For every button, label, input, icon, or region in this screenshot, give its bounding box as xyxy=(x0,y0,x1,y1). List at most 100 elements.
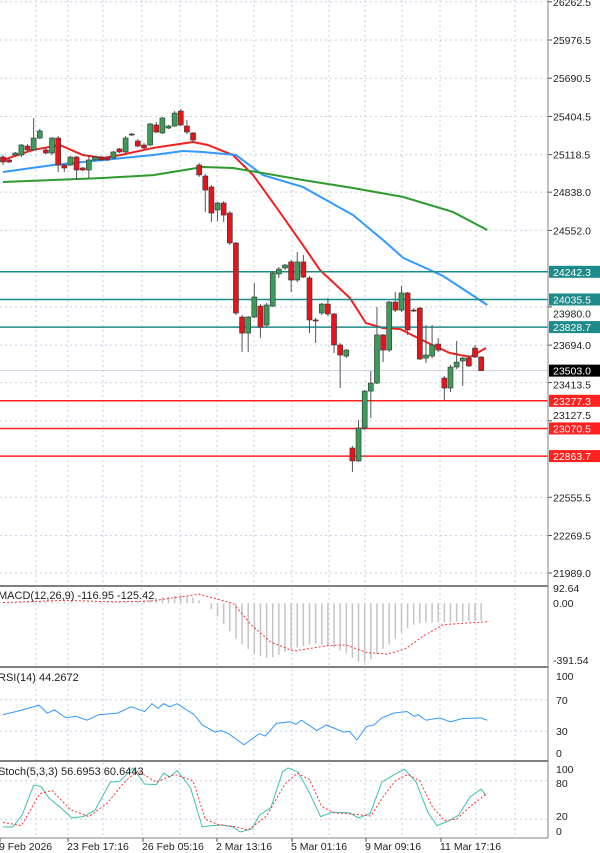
stochastic-tick-label: 20 xyxy=(556,811,568,823)
price-level-tag-label: 23277.3 xyxy=(553,396,591,408)
bearish-candle xyxy=(0,156,6,163)
bullish-candle xyxy=(386,301,392,351)
rsi-label: RSI(14) 44.2672 xyxy=(0,672,79,684)
price-tick-label: 25118.5 xyxy=(553,150,590,162)
rsi-tick-label: 70 xyxy=(556,695,568,707)
bullish-candle xyxy=(128,133,135,136)
price-tick-label: 25976.5 xyxy=(553,35,591,47)
bearish-candle xyxy=(410,309,417,312)
price-level-tag-label: 24242.3 xyxy=(553,267,591,279)
bearish-candle xyxy=(300,261,307,278)
price-tick-label: 21989.0 xyxy=(553,568,591,580)
price-level-tag xyxy=(549,293,600,306)
price-tick-label: 26262.5 xyxy=(553,0,591,9)
panel-frame xyxy=(0,0,549,839)
bearish-candle xyxy=(98,156,104,161)
moving-average-line xyxy=(2,150,488,306)
rsi-tick-label: 100 xyxy=(556,671,574,683)
price-tick-label: 25690.5 xyxy=(553,73,591,85)
bearish-candle xyxy=(116,148,123,153)
bearish-candle xyxy=(227,212,233,244)
bearish-candle xyxy=(337,344,343,356)
bearish-candle xyxy=(196,164,202,176)
macd-panel xyxy=(2,593,488,663)
price-tick-label: 23127.5 xyxy=(553,410,591,422)
price-tick-label: 22269.5 xyxy=(553,531,591,543)
bullish-candle xyxy=(398,292,405,311)
time-tick-label: 26 Feb 05:16 xyxy=(142,841,204,853)
bearish-candle xyxy=(288,261,294,281)
bullish-candle xyxy=(269,272,276,307)
bearish-candle xyxy=(312,319,319,322)
bearish-candle xyxy=(441,377,448,389)
price-level-tag-label: 24035.5 xyxy=(553,294,591,306)
bullish-candle xyxy=(447,366,454,389)
price-tick-label: 23413.5 xyxy=(553,380,591,392)
rsi-tick-label: 30 xyxy=(556,726,568,738)
bullish-candle xyxy=(276,268,282,275)
bearish-candle xyxy=(239,316,245,334)
bullish-candle xyxy=(355,427,362,462)
current-price-label: 23503.0 xyxy=(553,366,591,378)
bearish-candle xyxy=(306,277,313,321)
price-level-tag xyxy=(549,265,600,278)
time-tick-label: 9 Feb 2026 xyxy=(0,841,52,853)
macd-label: MACD(12,26,9) -116.95 -125.42 xyxy=(0,590,154,602)
price-level-tag xyxy=(549,394,600,407)
price-tick-label: 25404.5 xyxy=(553,111,591,123)
rsi-tick-label: 0 xyxy=(556,748,562,760)
bearish-candle xyxy=(466,357,472,367)
macd-tick-label: -391.54 xyxy=(553,655,589,667)
macd-tick-label: 92.64 xyxy=(553,583,579,595)
stochastic-tick-label: 0 xyxy=(556,826,562,838)
price-tick-label: 23694.0 xyxy=(553,340,591,352)
price-axis: 26262.5 25976.5 25690.5 25404.5 25118.5 24838… xyxy=(548,0,600,838)
bearish-candle xyxy=(380,334,386,351)
bullish-candle xyxy=(86,159,92,171)
stochastic-tick-label: 80 xyxy=(556,778,568,790)
bullish-candle xyxy=(361,390,368,429)
bullish-candle xyxy=(367,382,374,392)
bearish-candle xyxy=(404,292,411,331)
macd-tick-label: 0.00 xyxy=(553,598,574,610)
bullish-candle xyxy=(459,357,466,362)
bullish-candle xyxy=(294,261,301,281)
bearish-candle xyxy=(257,305,264,328)
time-tick-label: 5 Mar 01:16 xyxy=(291,841,347,853)
bullish-candle xyxy=(429,344,435,357)
macd-signal-line xyxy=(2,593,488,655)
bullish-candle xyxy=(67,156,74,166)
grid-lines xyxy=(0,0,548,838)
bearish-candle xyxy=(190,132,196,141)
bearish-candle xyxy=(79,167,86,171)
bullish-candle xyxy=(49,137,55,154)
price-level-tag xyxy=(549,321,600,334)
bearish-candle xyxy=(220,202,227,216)
price-level-tag-label: 23828.7 xyxy=(553,322,591,334)
bullish-candle xyxy=(245,316,251,334)
time-tick-label: 9 Mar 09:16 xyxy=(365,841,421,853)
bearish-candle xyxy=(435,343,442,351)
bearish-candle xyxy=(202,175,209,191)
bearish-candle xyxy=(478,356,484,371)
time-tick-label: 2 Mar 13:16 xyxy=(216,841,272,853)
bullish-candle xyxy=(318,303,325,314)
price-tick-label: 22555.5 xyxy=(553,492,591,504)
bearish-candle xyxy=(24,145,31,151)
bullish-candle xyxy=(171,112,178,127)
price-level-tag xyxy=(549,450,600,463)
bullish-candle xyxy=(453,361,460,368)
bullish-candle xyxy=(12,152,19,156)
bearish-candle xyxy=(141,144,147,149)
bearish-candle xyxy=(55,137,61,166)
price-tick-label: 23980.0 xyxy=(553,308,591,320)
bullish-candle xyxy=(30,137,37,151)
bearish-candle xyxy=(331,313,337,346)
bearish-candle xyxy=(177,110,184,126)
price-level-tag xyxy=(549,422,600,435)
price-tick-label: 24552.0 xyxy=(553,225,591,237)
bullish-candle xyxy=(251,296,258,318)
time-axis: 9 Feb 2026 23 Feb 17:16 26 Feb 05:16 2 Mar … xyxy=(0,838,501,853)
